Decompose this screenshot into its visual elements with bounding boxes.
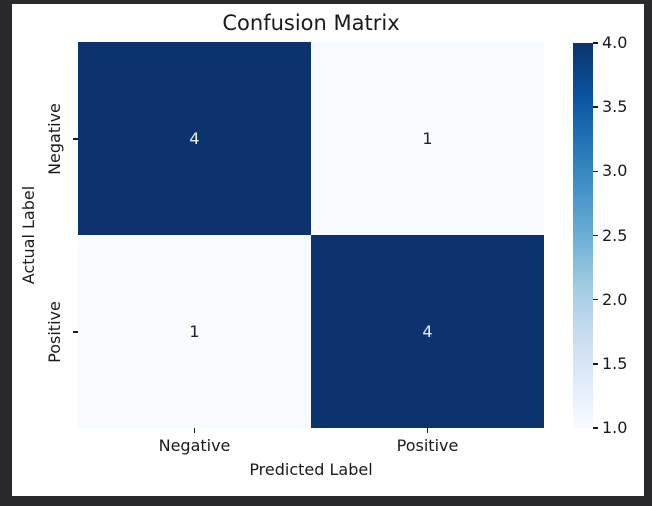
colorbar-tick [593,298,598,301]
colorbar-tick-label: 2.5 [602,225,628,245]
colorbar-tick-label: 3.5 [602,97,628,117]
heatmap-cell: 4 [78,42,311,235]
cell-annotation: 4 [189,129,200,148]
colorbar-tick-label: 1.0 [602,418,628,437]
cell-annotation: 1 [189,322,200,341]
y-tick-label: Negative [45,102,64,175]
y-tick-label: Positive [45,300,64,363]
colorbar-tick [593,106,598,108]
x-tick-label: Negative [158,436,231,455]
y-axis-tick [73,138,78,140]
colorbar-tick [593,234,598,237]
colorbar-tick-label: 4.0 [602,33,628,52]
cell-annotation: 1 [422,129,433,148]
x-axis-label: Predicted Label [249,460,373,479]
heatmap-cell: 1 [311,42,544,235]
colorbar-tick [593,42,598,44]
heatmap-cell: 1 [78,235,311,428]
x-axis-tick [426,428,429,433]
heatmap: 4 1 1 4 [78,42,544,428]
x-axis-tick [193,428,196,433]
y-axis-tick [73,331,78,333]
x-tick-label: Positive [396,436,459,455]
colorbar: 4.0 3.5 3.0 2.5 2.0 1.5 1.0 [573,33,644,437]
colorbar-tick [593,170,598,173]
colorbar-tick [593,427,598,429]
cell-annotation: 4 [422,322,433,341]
heatmap-cell: 4 [311,235,544,428]
colorbar-tick [593,363,598,365]
colorbar-tick-label: 3.0 [602,161,628,181]
y-axis-label: Actual Label [19,185,38,285]
colorbar-gradient [573,43,593,428]
colorbar-tick-label: 1.5 [602,353,628,373]
chart-title: Confusion Matrix [222,11,400,35]
chart-figure: Confusion Matrix 4 1 1 4 Negative Positi… [12,4,644,496]
colorbar-tick-label: 2.0 [602,289,628,309]
